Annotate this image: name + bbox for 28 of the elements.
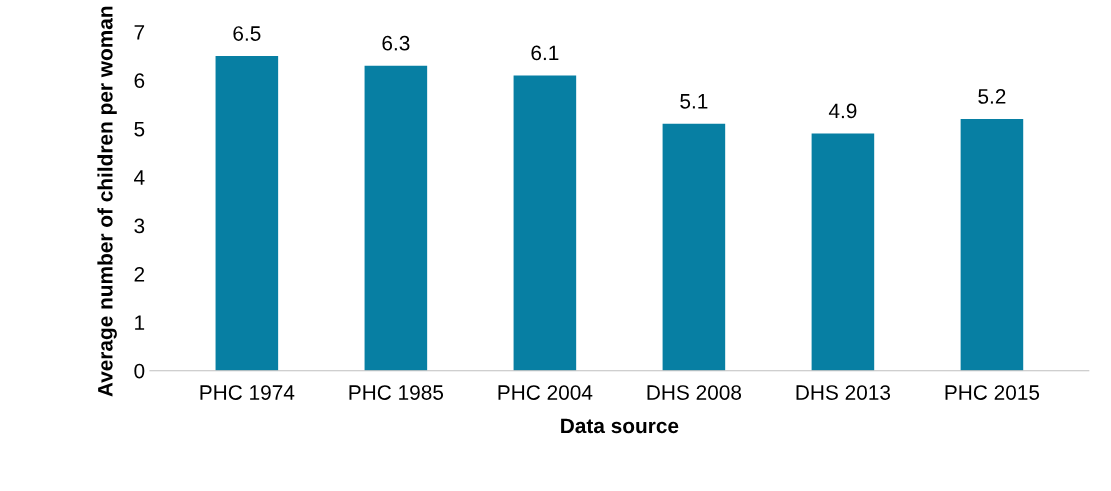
x-tick-label: DHS 2008: [647, 385, 742, 400]
y-tick-label: 4: [134, 170, 145, 185]
y-tick-label: 2: [134, 266, 145, 282]
x-axis-title: Data source: [561, 418, 679, 434]
data-label: 4.9: [828, 103, 857, 119]
data-label: 6.3: [382, 35, 410, 51]
data-label: 6.1: [531, 45, 559, 61]
bar: [364, 65, 428, 371]
y-tick-label: 1: [135, 315, 145, 330]
data-label: 5.2: [978, 89, 1006, 104]
x-tick-label: PHC 1974: [200, 385, 295, 400]
bar: [215, 56, 279, 371]
y-tick-label: 0: [134, 363, 145, 379]
data-label: 6.5: [233, 26, 261, 41]
y-tick-label: 6: [134, 73, 145, 89]
y-axis-title: Average number of children per woman: [97, 6, 117, 397]
x-tick-label: PHC 2015: [945, 385, 1040, 400]
bar: [811, 133, 875, 371]
y-tick-label: 5: [134, 121, 145, 137]
x-tick-label: PHC 2004: [498, 385, 593, 400]
bar: [960, 119, 1024, 371]
x-tick-label: DHS 2013: [796, 385, 891, 400]
data-label: 5.1: [680, 94, 708, 109]
y-tick-label: 3: [134, 218, 145, 234]
bar: [513, 75, 577, 371]
x-tick-label: PHC 1985: [349, 385, 444, 400]
bar: [662, 123, 726, 371]
y-tick-label: 7: [134, 25, 145, 40]
